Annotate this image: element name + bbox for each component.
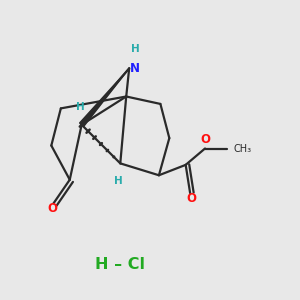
Polygon shape	[80, 68, 129, 127]
Text: N: N	[130, 62, 140, 75]
Text: H: H	[114, 176, 123, 186]
Text: H: H	[76, 103, 85, 112]
Text: H – Cl: H – Cl	[95, 257, 145, 272]
Text: O: O	[48, 202, 58, 215]
Text: H: H	[131, 44, 140, 54]
Text: CH₃: CH₃	[233, 143, 251, 154]
Text: O: O	[201, 133, 211, 146]
Text: O: O	[187, 192, 196, 205]
